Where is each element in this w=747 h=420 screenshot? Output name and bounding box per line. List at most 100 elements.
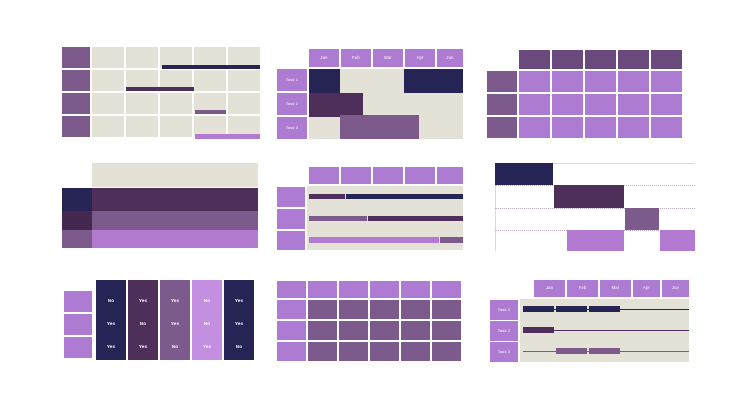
- column-header-cell[interactable]: [651, 50, 682, 69]
- table-cell[interactable]: [552, 117, 583, 138]
- table-cell[interactable]: [432, 342, 461, 361]
- column-header-cell[interactable]: [618, 50, 649, 69]
- row-header-cell[interactable]: [487, 71, 517, 92]
- column-header-apr[interactable]: Apr: [633, 280, 660, 297]
- matrix-value-cell[interactable]: Yes: [106, 321, 116, 327]
- column-header-cell[interactable]: [308, 281, 337, 298]
- row-header-cell[interactable]: [277, 231, 305, 250]
- table-cell[interactable]: [401, 300, 430, 319]
- row-header-cell[interactable]: [62, 70, 90, 91]
- column-header-jun[interactable]: Jun: [437, 49, 463, 67]
- band-right-segment[interactable]: [92, 188, 258, 211]
- waterfall-block[interactable]: [625, 208, 659, 230]
- row-header-cell[interactable]: [64, 337, 92, 358]
- row-header-task-1[interactable]: Task 1: [277, 69, 307, 91]
- table-cell[interactable]: [618, 94, 649, 115]
- progress-segment[interactable]: [440, 237, 463, 243]
- table-cell[interactable]: [585, 94, 616, 115]
- matrix-value-cell[interactable]: Yes: [202, 344, 212, 350]
- column-header-cell[interactable]: [341, 167, 371, 184]
- table-cell[interactable]: [401, 321, 430, 340]
- table-cell[interactable]: [651, 94, 682, 115]
- waterfall-block[interactable]: [660, 230, 695, 251]
- row-header-task-1[interactable]: Task 1: [490, 300, 518, 320]
- chart-gantt-block-stepped[interactable]: Jan Feb Mar Apr Jun Task 1 Task 2 Task 3: [277, 49, 463, 139]
- row-header-cell[interactable]: [62, 47, 90, 68]
- matrix-value-cell[interactable]: No: [171, 344, 179, 350]
- matrix-value-cell[interactable]: No: [107, 298, 115, 304]
- chart-gantt-thin-bars[interactable]: [62, 47, 260, 139]
- chart-stacked-band[interactable]: [62, 163, 258, 248]
- column-header-cell[interactable]: [373, 167, 403, 184]
- gantt-block[interactable]: [309, 69, 340, 93]
- gantt-segment[interactable]: [523, 327, 554, 333]
- table-cell[interactable]: [370, 342, 399, 361]
- band-left-segment[interactable]: [62, 188, 92, 211]
- row-header-task-2[interactable]: Task 2: [490, 321, 518, 341]
- column-header-cell[interactable]: [370, 281, 399, 298]
- table-cell[interactable]: [585, 117, 616, 138]
- row-header-cell[interactable]: [277, 342, 306, 361]
- gantt-block[interactable]: [404, 69, 463, 93]
- row-header-cell[interactable]: [487, 94, 517, 115]
- column-header-cell[interactable]: [339, 281, 368, 298]
- column-header-cell[interactable]: [309, 167, 339, 184]
- table-cell[interactable]: [585, 71, 616, 92]
- gantt-bar[interactable]: [195, 134, 260, 139]
- gantt-segment[interactable]: [556, 348, 587, 354]
- matrix-value-cell[interactable]: Yes: [234, 321, 244, 327]
- matrix-value-cell[interactable]: Yes: [138, 298, 148, 304]
- waterfall-block[interactable]: [567, 230, 624, 251]
- progress-segment[interactable]: [309, 216, 367, 221]
- chart-progress-bars[interactable]: [277, 167, 463, 250]
- row-header-cell[interactable]: [62, 116, 90, 137]
- table-cell[interactable]: [552, 71, 583, 92]
- table-cell[interactable]: [618, 71, 649, 92]
- column-header-feb[interactable]: Feb: [567, 280, 598, 297]
- table-cell[interactable]: [339, 321, 368, 340]
- row-header-task-2[interactable]: Task 2: [277, 93, 307, 115]
- row-header-cell[interactable]: [487, 117, 517, 138]
- gantt-segment[interactable]: [556, 306, 587, 312]
- table-cell[interactable]: [552, 94, 583, 115]
- matrix-value-cell[interactable]: No: [203, 298, 211, 304]
- row-header-cell[interactable]: [277, 209, 305, 229]
- column-header-jan[interactable]: Jan: [309, 49, 339, 67]
- matrix-value-cell[interactable]: Yes: [170, 321, 180, 327]
- gantt-segment[interactable]: [523, 306, 554, 312]
- progress-segment[interactable]: [309, 237, 439, 243]
- matrix-value-cell[interactable]: No: [235, 344, 243, 350]
- table-cell[interactable]: [370, 300, 399, 319]
- table-cell[interactable]: [432, 321, 461, 340]
- table-cell[interactable]: [339, 342, 368, 361]
- row-header-task-3[interactable]: Task 3: [490, 342, 518, 362]
- gantt-bar[interactable]: [162, 65, 260, 69]
- column-header-feb[interactable]: Feb: [341, 49, 371, 67]
- band-left-segment[interactable]: [62, 230, 92, 248]
- matrix-value-cell[interactable]: Yes: [234, 298, 244, 304]
- gantt-bar[interactable]: [126, 87, 194, 91]
- column-header-cell[interactable]: [277, 281, 306, 298]
- column-header-cell[interactable]: [552, 50, 583, 69]
- column-header-cell[interactable]: [401, 281, 430, 298]
- table-cell[interactable]: [339, 300, 368, 319]
- table-cell[interactable]: [651, 71, 682, 92]
- column-header-cell[interactable]: [432, 281, 461, 298]
- column-header-jan[interactable]: Jan: [534, 280, 565, 297]
- progress-segment[interactable]: [346, 194, 463, 199]
- row-header-cell[interactable]: [64, 291, 92, 312]
- chart-yes-no-matrix[interactable]: No Yes Yes Yes No Yes Yes Yes No No No Y…: [64, 280, 254, 360]
- matrix-column[interactable]: [96, 280, 126, 360]
- column-header-cell[interactable]: [519, 50, 550, 69]
- table-cell[interactable]: [308, 342, 337, 361]
- waterfall-block[interactable]: [554, 185, 624, 208]
- column-header-cell[interactable]: [405, 167, 435, 184]
- table-cell[interactable]: [308, 300, 337, 319]
- row-header-cell[interactable]: [64, 314, 92, 335]
- table-cell[interactable]: [370, 321, 399, 340]
- matrix-column[interactable]: [224, 280, 254, 360]
- column-header-cell[interactable]: [437, 167, 463, 184]
- matrix-value-cell[interactable]: Yes: [106, 344, 116, 350]
- band-right-segment[interactable]: [92, 211, 258, 230]
- gantt-segment[interactable]: [589, 348, 620, 354]
